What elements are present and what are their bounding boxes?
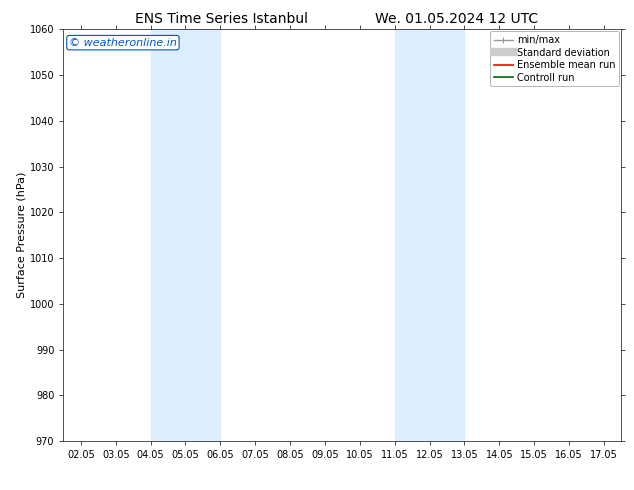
Bar [150,29,221,441]
Y-axis label: Surface Pressure (hPa): Surface Pressure (hPa) [17,172,27,298]
Bar [394,29,464,441]
Text: ENS Time Series Istanbul: ENS Time Series Istanbul [136,12,308,26]
Text: We. 01.05.2024 12 UTC: We. 01.05.2024 12 UTC [375,12,538,26]
Text: © weatheronline.in: © weatheronline.in [69,38,177,48]
Legend: min/max, Standard deviation, Ensemble mean run, Controll run: min/max, Standard deviation, Ensemble me… [489,31,619,86]
